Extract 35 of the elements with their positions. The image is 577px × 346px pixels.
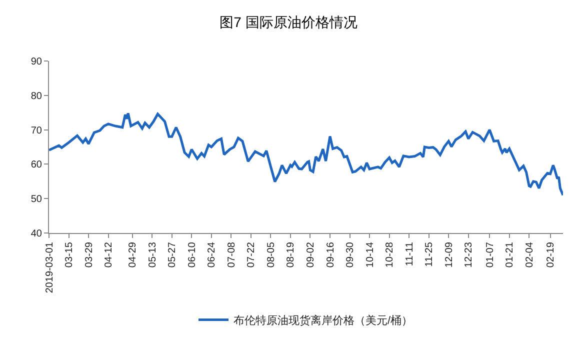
y-tick-label: 80 [30, 90, 42, 102]
x-tick-label: 09-02 [305, 242, 316, 268]
line-series [49, 112, 563, 196]
x-tick-label: 10-28 [384, 242, 396, 268]
x-tick-label: 10-14 [364, 242, 376, 268]
y-tick-label: 90 [30, 56, 42, 68]
y-tick-label: 40 [30, 228, 42, 240]
x-tick-label: 08-05 [266, 242, 277, 268]
x-tick-label: 09-30 [345, 242, 356, 268]
x-tick-label: 06-24 [206, 242, 218, 268]
x-tick-label: 05-27 [167, 242, 178, 268]
x-tick-label: 05-13 [147, 242, 158, 268]
y-tick-label: 60 [30, 160, 42, 171]
x-tick-label: 02-04 [524, 242, 536, 268]
x-tick-label: 04-12 [104, 242, 115, 268]
y-tick-label: 50 [30, 194, 42, 206]
x-tick-label: 02-19 [546, 242, 557, 268]
x-tick-label: 07-08 [226, 242, 238, 268]
x-tick-label: 12-23 [464, 242, 475, 268]
x-tick-label: 12-09 [444, 242, 455, 268]
x-tick-label: 08-19 [286, 242, 297, 268]
x-tick-label: 04-29 [128, 242, 139, 268]
chart-title: 图7 国际原油价格情况 [220, 14, 358, 30]
legend-label: 布伦特原油现货离岸价格（美元/桶） [234, 314, 413, 328]
x-tick-label: 11-25 [424, 242, 436, 267]
x-tick-label: 03-29 [84, 242, 95, 268]
x-tick-label: 2019-03-01 [44, 242, 56, 294]
y-tick-label: 70 [30, 125, 42, 136]
x-tick-label: 03-15 [64, 242, 76, 268]
x-tick-label: 06-10 [186, 242, 198, 268]
x-tick-label: 07-22 [246, 242, 258, 268]
x-tick-label: 01-21 [504, 242, 516, 268]
x-tick-label: 09-16 [325, 242, 336, 268]
x-tick-label: 11-11 [404, 242, 416, 266]
x-tick-label: 01-07 [484, 242, 496, 268]
